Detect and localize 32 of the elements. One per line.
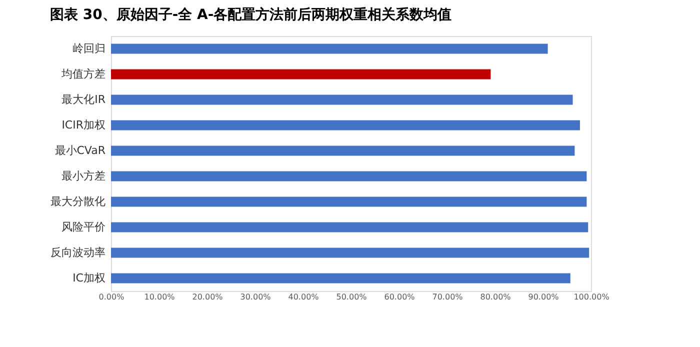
x-tick-label: 40.00% [288, 292, 320, 302]
x-tick-label: 20.00% [192, 292, 224, 302]
y-tick-label: 最小CVaR [54, 144, 106, 157]
bar [111, 69, 491, 80]
bar [111, 273, 570, 284]
bar [111, 248, 590, 258]
y-tick-label: 最大化IR [62, 92, 106, 106]
y-tick-label: 反向波动率 [50, 246, 106, 259]
x-tick-label: 10.00% [144, 292, 176, 302]
bar [111, 146, 575, 156]
x-tick-label: 60.00% [384, 292, 416, 302]
x-tick-label: 100.00% [574, 292, 610, 302]
x-tick-label: 70.00% [432, 292, 464, 302]
bar [111, 171, 587, 182]
bar [111, 44, 548, 54]
y-tick-label: 岭回归 [72, 42, 106, 55]
x-tick-label: 50.00% [336, 292, 368, 302]
bar [111, 120, 580, 130]
chart-title: 图表 30、原始因子-全 A-各配置方法前后两期权重相关系数均值 [50, 6, 452, 23]
y-tick-label: 均值方差 [60, 67, 106, 80]
bar [111, 222, 588, 232]
y-tick-label: IC加权 [72, 271, 106, 284]
x-tick-label: 80.00% [480, 292, 512, 302]
bar [111, 196, 587, 207]
x-tick-label: 0.00% [98, 292, 125, 302]
x-tick-label: 90.00% [528, 292, 560, 302]
bar [111, 94, 573, 105]
y-tick-label: 风险平价 [62, 220, 106, 234]
x-tick-label: 30.00% [240, 292, 272, 302]
y-tick-label: 最大分散化 [50, 194, 106, 208]
y-tick-label: 最小方差 [62, 169, 106, 182]
y-tick-label: ICIR加权 [62, 118, 106, 132]
